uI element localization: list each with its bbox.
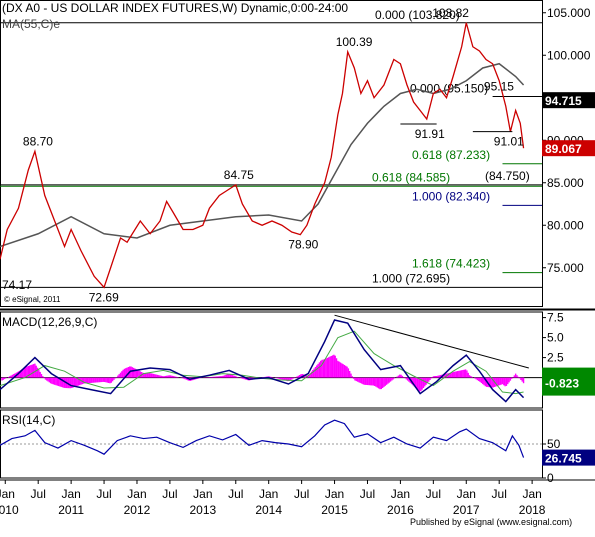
- price-y-tick-label: 75.000: [547, 261, 584, 275]
- price-annotation: 74.17: [2, 278, 32, 292]
- last-price-label: 89.067: [545, 142, 582, 156]
- x-tick-label: Jul: [96, 487, 111, 501]
- year-label: 2016: [387, 503, 414, 517]
- price-annotation: 88.70: [23, 134, 53, 148]
- x-tick-label: Jan: [0, 487, 15, 501]
- price-annotation: 91.01: [494, 135, 524, 149]
- rsi-y-tick-label: 50: [547, 437, 561, 451]
- price-annotation: 100.39: [336, 35, 373, 49]
- ma-label: MA(55,C)e: [2, 17, 61, 31]
- x-tick-label: Jan: [325, 487, 344, 501]
- macd-y-tick-label: 2.5: [547, 351, 564, 365]
- rsi-last-value: 26.745: [545, 452, 582, 466]
- price-line: [0, 22, 525, 289]
- price-annotation: 95.15: [484, 79, 514, 93]
- watermark: © eSignal, 2011: [4, 295, 61, 304]
- macd-line: [0, 319, 525, 403]
- macd-pane-frame: [0, 311, 543, 409]
- year-label: 2013: [189, 503, 216, 517]
- x-tick-label: Jul: [31, 487, 46, 501]
- price-annotation: 103.82: [432, 6, 469, 20]
- x-tick-label: Jan: [193, 487, 212, 501]
- year-label: 2015: [321, 503, 348, 517]
- year-label: 2014: [255, 503, 282, 517]
- rsi-y-tick-label: 0: [547, 471, 554, 485]
- price-y-tick-label: 85.000: [547, 176, 584, 190]
- price-y-tick-label: 100.000: [547, 48, 591, 62]
- macd-y-tick-label: 7.5: [547, 311, 564, 325]
- footer-credit: Published by eSignal (www.esignal.com): [410, 517, 573, 527]
- x-tick-label: Jul: [360, 487, 375, 501]
- x-tick-label: Jan: [127, 487, 146, 501]
- level-label: 1.618 (74.423): [412, 257, 490, 271]
- macd-value-box: [542, 367, 595, 396]
- price-annotation: 72.69: [89, 290, 119, 304]
- macd-label: MACD(12,26,9,C): [2, 315, 98, 329]
- x-tick-label: Jul: [492, 487, 507, 501]
- level-label: (84.750): [485, 169, 530, 183]
- price-pane-frame: [0, 0, 543, 307]
- level-label: 0.618 (87.233): [412, 148, 490, 162]
- last-price-box: [542, 92, 595, 109]
- macd-signal-line: [0, 330, 524, 395]
- x-tick-label: Jul: [294, 487, 309, 501]
- level-label: 1.000 (82.340): [412, 189, 490, 203]
- year-label: 2010: [0, 503, 19, 517]
- ma-line: [0, 62, 525, 248]
- level-label: 1.000 (72.695): [372, 271, 450, 285]
- rsi-line: [0, 419, 525, 458]
- rsi-label: RSI(14,C): [2, 413, 56, 427]
- year-label: 2017: [453, 503, 480, 517]
- year-label: 2018: [519, 503, 546, 517]
- x-tick-label: Jul: [162, 487, 177, 501]
- macd-y-tick-label: 5.0: [547, 331, 564, 345]
- x-tick-label: Jul: [426, 487, 441, 501]
- price-y-tick-label: 80.000: [547, 218, 584, 232]
- year-label: 2011: [58, 503, 84, 517]
- x-tick-label: Jan: [457, 487, 476, 501]
- x-tick-label: Jul: [228, 487, 243, 501]
- last-price-box: [542, 140, 595, 157]
- year-label: 2012: [124, 503, 151, 517]
- macd-trendline: [334, 314, 529, 369]
- price-annotation: 91.91: [415, 127, 445, 141]
- chart-title: (DX A0 - US DOLLAR INDEX FUTURES,W) Dyna…: [2, 1, 349, 15]
- price-y-tick-label: 105.000: [547, 6, 591, 20]
- price-annotation: 78.90: [288, 238, 318, 252]
- top-level-label: 0.000 (103.820): [375, 8, 460, 22]
- price-annotation: 84.75: [224, 168, 254, 182]
- x-tick-label: Jan: [61, 487, 80, 501]
- last-price-label: 94.715: [545, 94, 582, 108]
- rsi-value-box: [542, 449, 595, 466]
- x-tick-label: Jan: [391, 487, 410, 501]
- macd-last-value: -0.823: [545, 377, 579, 391]
- x-tick-label: Jan: [522, 487, 541, 501]
- level-label: 0.618 (84.585): [372, 170, 450, 184]
- x-tick-label: Jan: [259, 487, 278, 501]
